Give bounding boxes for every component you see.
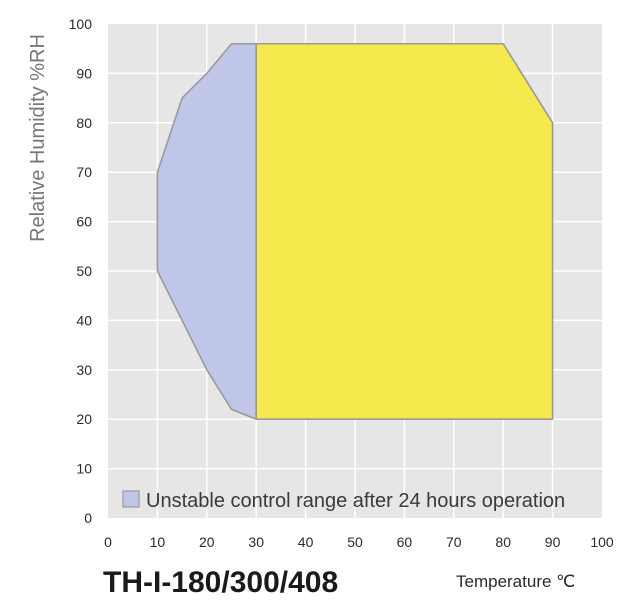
areas <box>156 42 554 421</box>
y-tick-label: 40 <box>76 312 92 328</box>
x-tick-label: 20 <box>199 534 215 550</box>
x-tick-label: 80 <box>495 534 511 550</box>
x-tick-label: 100 <box>590 534 614 550</box>
legend-label: Unstable control range after 24 hours op… <box>146 490 565 512</box>
y-tick-label: 80 <box>76 115 92 131</box>
x-tick-label: 90 <box>545 534 561 550</box>
y-tick-label: 0 <box>84 510 92 526</box>
y-tick-label: 90 <box>76 65 92 81</box>
legend-swatch <box>122 490 140 508</box>
legend: Unstable control range after 24 hours op… <box>122 490 565 512</box>
x-tick-label: 70 <box>446 534 462 550</box>
control-range-area <box>255 42 554 421</box>
chart-title: TH-I-180/300/408 <box>103 566 338 599</box>
y-tick-label: 10 <box>76 461 92 477</box>
x-tick-label: 10 <box>150 534 166 550</box>
y-tick-label: 100 <box>69 16 93 32</box>
x-tick-label: 30 <box>248 534 264 550</box>
x-tick-label: 40 <box>298 534 314 550</box>
x-tick-label: 50 <box>347 534 363 550</box>
y-tick-labels: 0 10 20 30 40 50 60 70 80 90 100 <box>69 16 93 526</box>
x-axis-label: Temperature ℃ <box>456 572 575 591</box>
y-tick-label: 30 <box>76 362 92 378</box>
y-tick-label: 50 <box>76 263 92 279</box>
y-tick-label: 60 <box>76 214 92 230</box>
x-tick-labels: 0 10 20 30 40 50 60 70 80 90 100 <box>104 534 614 550</box>
y-tick-label: 70 <box>76 164 92 180</box>
y-axis-label: Relative Humidity %RH <box>27 34 49 242</box>
x-tick-label: 0 <box>104 534 112 550</box>
y-tick-label: 20 <box>76 411 92 427</box>
x-tick-label: 60 <box>397 534 413 550</box>
